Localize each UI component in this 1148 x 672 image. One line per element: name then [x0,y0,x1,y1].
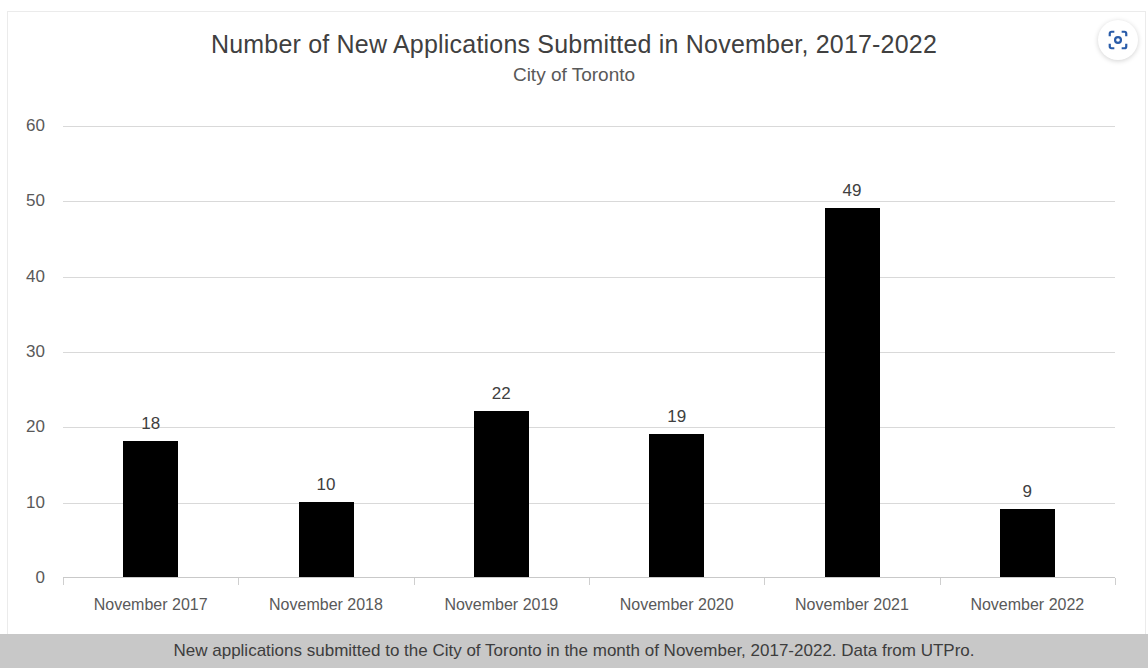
y-axis-label: 60 [0,115,45,137]
x-axis-tick [63,578,64,585]
x-axis-label: November 2022 [940,594,1115,616]
x-axis-label: November 2018 [238,594,413,616]
bar [1000,509,1055,577]
y-axis-label: 20 [0,416,45,438]
bar-value-label: 22 [414,384,589,404]
bar-value-label: 10 [238,475,413,495]
x-axis-tick [764,578,765,585]
y-axis-label: 40 [0,266,45,288]
bar [474,411,529,577]
chart-canvas: Number of New Applications Submitted in … [0,0,1148,672]
bar-value-label: 18 [63,414,238,434]
bar-value-label: 9 [940,482,1115,502]
chart-title: Number of New Applications Submitted in … [0,30,1148,59]
bar [299,502,354,577]
bar-value-label: 49 [764,181,939,201]
y-axis-label: 0 [0,567,45,589]
x-axis-label: November 2017 [63,594,238,616]
plot-area: 18 10 2219 49 9 [63,126,1115,578]
chart-subtitle: City of Toronto [0,64,1148,86]
gridline [63,352,1115,353]
x-axis-label: November 2019 [414,594,589,616]
gridline [63,126,1115,127]
gridline [63,277,1115,278]
bar-value-label: 19 [589,407,764,427]
caption-bar: New applications submitted to the City o… [0,634,1148,668]
bar [123,441,178,577]
y-axis-label: 30 [0,341,45,363]
x-axis-tick [940,578,941,585]
bar [825,208,880,577]
focus-capture-icon [1107,29,1129,51]
x-axis-label: November 2021 [764,594,939,616]
x-axis-tick [589,578,590,585]
y-axis-label: 50 [0,190,45,212]
gridline [63,201,1115,202]
x-axis-tick [238,578,239,585]
x-axis-tick [1115,578,1116,585]
x-axis-tick [414,578,415,585]
caption-text: New applications submitted to the City o… [174,641,975,661]
gridline [63,503,1115,504]
x-axis-label: November 2020 [589,594,764,616]
bar [649,434,704,577]
capture-button[interactable] [1098,20,1138,60]
y-axis-label: 10 [0,492,45,514]
